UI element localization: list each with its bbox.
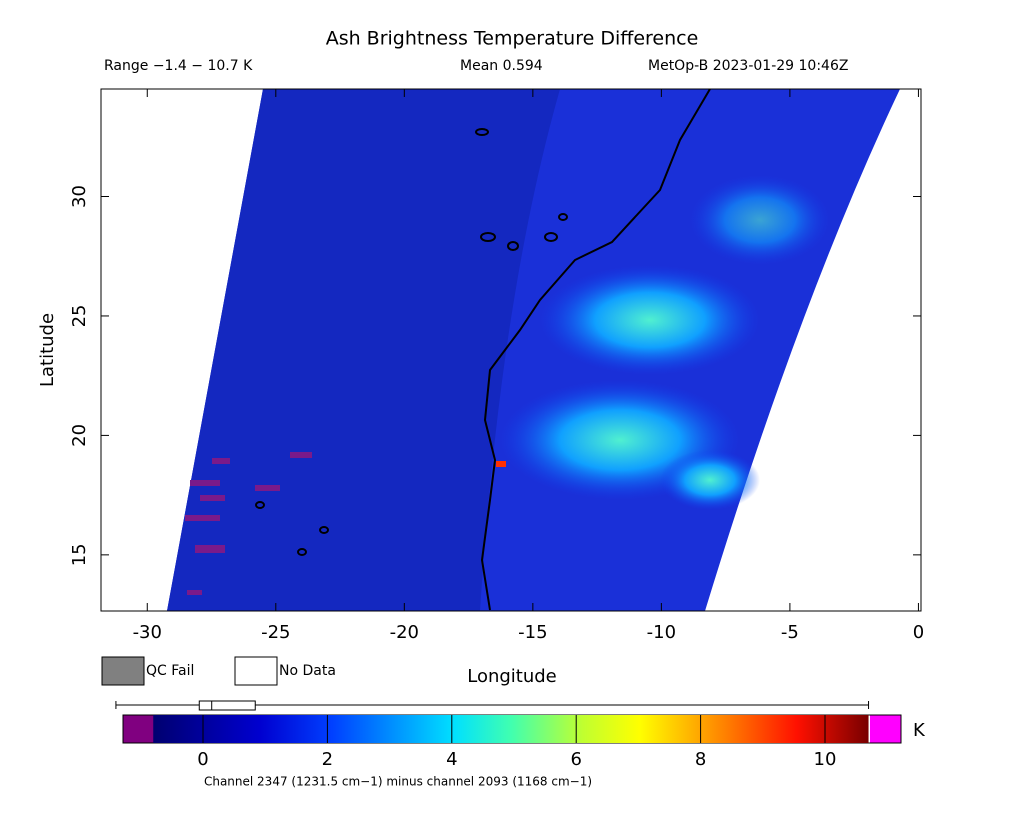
- x-tick-label: -20: [390, 622, 419, 643]
- colorbar-over: [870, 715, 901, 743]
- colorbar-gradient: [153, 715, 869, 743]
- colorbar-tick-label: 8: [695, 749, 706, 770]
- y-tick-label: 25: [69, 305, 90, 328]
- box: [198, 700, 256, 711]
- colorbar-tick-label: 6: [570, 749, 581, 770]
- mean-text: Mean 0.594: [460, 58, 543, 74]
- x-tick-label: -30: [133, 622, 162, 643]
- colorbar-under: [123, 715, 155, 743]
- colorbar-caption: Channel 2347 (1231.5 cm−1) minus channel…: [204, 775, 592, 789]
- x-tick-label: 0: [913, 622, 924, 643]
- legend-label: No Data: [279, 663, 336, 679]
- x-axis-label: Longitude: [467, 666, 557, 687]
- swath: [167, 88, 900, 611]
- colorbar-tick-label: 0: [197, 749, 208, 770]
- y-tick-label: 20: [69, 424, 90, 447]
- x-tick-label: -25: [261, 622, 290, 643]
- coastline: [480, 88, 711, 611]
- y-tick-label: 30: [69, 185, 90, 208]
- chart-title: Ash Brightness Temperature Difference: [326, 28, 699, 50]
- legend-swatch: [234, 656, 278, 686]
- ash-plume: [540, 265, 760, 375]
- x-tick-label: -10: [647, 622, 676, 643]
- colorbar-tick-label: 4: [446, 749, 457, 770]
- hot-pixel: [496, 461, 506, 467]
- qc-fail-pixels: [185, 452, 312, 595]
- islands: [255, 128, 568, 556]
- x-tick-label: -5: [781, 622, 799, 643]
- colorbar-unit: K: [913, 720, 926, 741]
- source-text: MetOp-B 2023-01-29 10:46Z: [648, 58, 848, 74]
- colorbar-tick-label: 10: [814, 749, 837, 770]
- legend-swatch: [101, 656, 145, 686]
- swath-ocean: [167, 89, 560, 611]
- x-tick-label: -15: [518, 622, 547, 643]
- y-tick-label: 15: [69, 543, 90, 566]
- plot-frame: [100, 88, 922, 612]
- ash-plume: [660, 450, 760, 510]
- colorbar-tick-label: 2: [322, 749, 333, 770]
- legend-label: QC Fail: [146, 663, 194, 679]
- range-text: Range −1.4 − 10.7 K: [104, 58, 253, 74]
- ash-plume: [690, 175, 830, 265]
- y-axis-label: Latitude: [37, 313, 58, 387]
